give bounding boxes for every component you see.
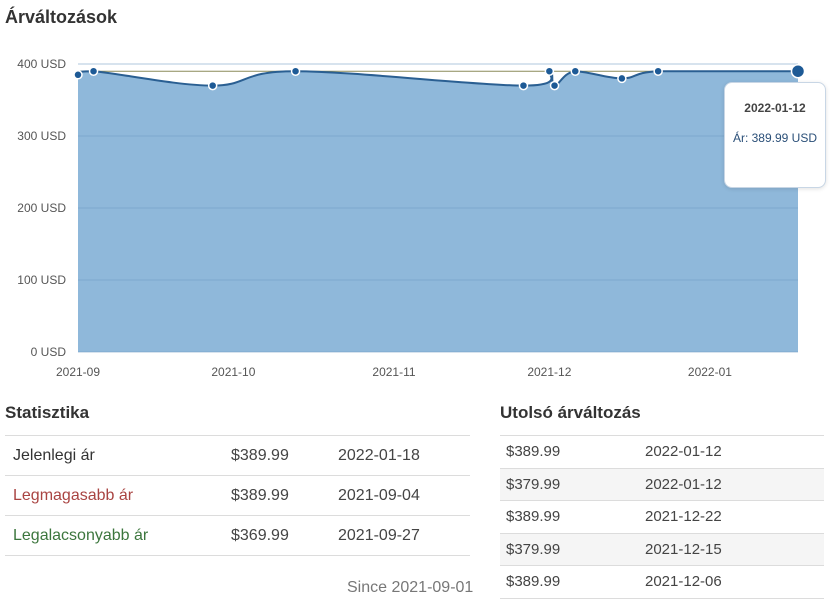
change-price: $389.99	[500, 565, 645, 599]
table-row: $389.99 2022-01-12	[500, 435, 824, 468]
stats-label: Jelenlegi ár	[13, 446, 95, 464]
stats-label: Legmagasabb ár	[13, 486, 134, 504]
data-point	[88, 66, 99, 76]
stats-price: $389.99	[231, 435, 338, 476]
stats-title: Statisztika	[5, 403, 90, 422]
change-date: 2021-12-22	[645, 500, 824, 533]
table-row: $389.99 2021-12-22	[500, 500, 824, 533]
stats-row-high: Legmagasabb ár $389.99 2021-09-04	[5, 475, 470, 516]
stats-price: $389.99	[231, 475, 338, 516]
y-tick-label: 400 USD	[17, 57, 66, 71]
data-point	[617, 73, 627, 84]
stats-date: 2022-01-18	[338, 435, 470, 476]
tooltip-date: 2022-01-12	[744, 101, 806, 115]
x-tick-label: 2021-10	[211, 365, 255, 379]
stats-date: 2021-09-04	[338, 475, 470, 516]
price-chart: 0 USD 100 USD 200 USD 300 USD 400 USD 2021-09…	[17, 57, 806, 379]
stats-date: 2021-09-27	[338, 515, 470, 556]
x-tick-label: 2021-09	[56, 365, 100, 379]
change-date: 2022-01-12	[645, 435, 824, 468]
change-price: $389.99	[500, 435, 645, 468]
stats-row-low: Legalacsonyabb ár $369.99 2021-09-27	[5, 515, 470, 556]
table-row: $389.99 2021-12-06	[500, 565, 824, 599]
y-tick-label: 0 USD	[31, 345, 67, 359]
tooltip-price: Ár: 389.99 USD	[732, 131, 818, 145]
y-tick-label: 300 USD	[17, 129, 66, 143]
change-date: 2021-12-06	[645, 565, 824, 599]
data-point	[653, 66, 663, 76]
stats-table: Jelenlegi ár $389.99 2022-01-18 Legmagas…	[5, 435, 470, 556]
highlighted-point	[790, 63, 806, 79]
stats-row-current: Jelenlegi ár $389.99 2022-01-18	[5, 435, 470, 476]
stats-price: $369.99	[231, 515, 338, 556]
data-point	[73, 70, 83, 80]
y-tick-label: 100 USD	[17, 273, 66, 287]
y-tick-label: 200 USD	[17, 201, 66, 215]
chart-title: Árváltozások	[5, 7, 118, 27]
change-price: $379.99	[500, 467, 645, 501]
data-point	[290, 66, 301, 76]
price-area	[77, 71, 799, 352]
change-date: 2021-12-15	[645, 532, 824, 566]
table-row: $379.99 2021-12-15	[500, 532, 824, 566]
change-date: 2022-01-12	[645, 467, 824, 501]
x-tick-label: 2022-01	[688, 365, 732, 379]
change-price: $379.99	[500, 532, 645, 566]
x-tick-label: 2021-11	[372, 365, 415, 379]
stats-since: Since 2021-09-01	[347, 579, 474, 596]
data-point	[207, 80, 218, 91]
stats-label: Legalacsonyabb ár	[13, 526, 149, 544]
data-point	[518, 80, 529, 91]
changes-title: Utolsó árváltozás	[500, 403, 641, 422]
data-point	[544, 66, 555, 76]
change-price: $389.99	[500, 500, 645, 533]
data-point	[549, 80, 560, 91]
changes-table: $389.99 2022-01-12 $379.99 2022-01-12 $3…	[500, 435, 824, 599]
chart-tooltip: 2022-01-12 Ár: 389.99 USD	[724, 82, 826, 188]
data-point	[570, 66, 581, 76]
x-tick-label: 2021-12	[527, 365, 571, 379]
table-row: $379.99 2022-01-12	[500, 467, 824, 501]
